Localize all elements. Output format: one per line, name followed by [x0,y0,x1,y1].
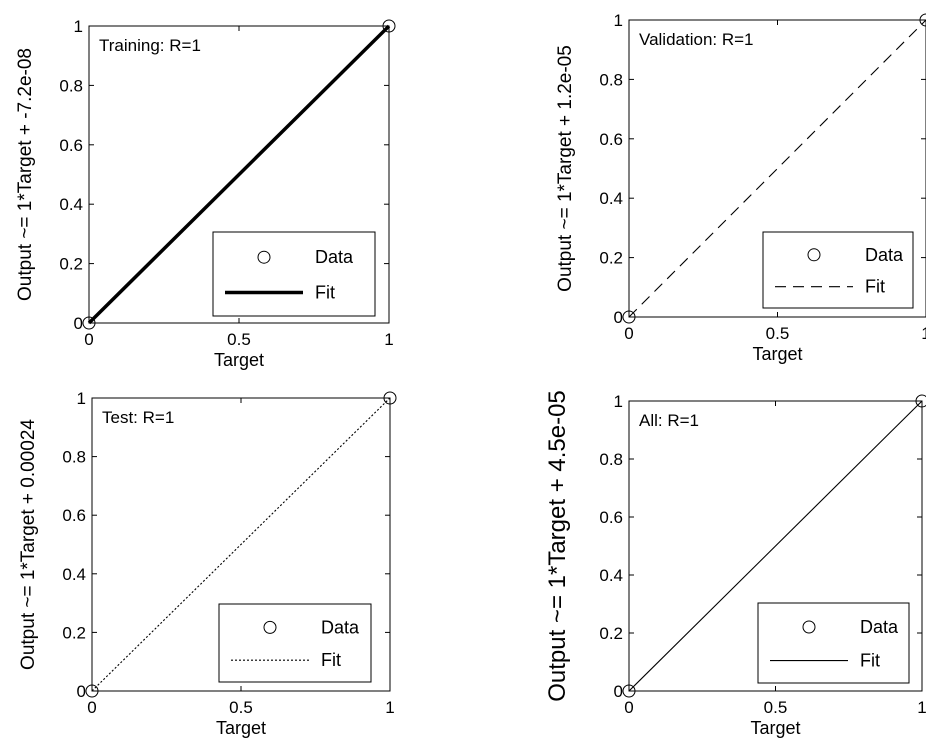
legend: Data Fit [212,231,376,317]
data-point [383,391,397,405]
legend: Data Fit [218,603,372,683]
y-axis-label: Output ~= 1*Target + 0.00024 [18,419,39,670]
legend-data-label: Data [321,617,360,637]
x-axis-label: Target [214,350,264,370]
y-tick-label: 0.8 [599,450,623,469]
panel-annotation: Training: R=1 [99,36,201,55]
x-tick-label: 0.5 [764,698,788,717]
legend-data-label: Data [315,247,354,267]
y-tick-label: 0 [614,308,623,327]
legend-fit-label: Fit [315,282,335,302]
legend-data-marker [257,250,271,264]
y-axis-label: Output ~= 1*Target + 1.2e-05 [555,45,576,292]
panel-test: 0 0.5 1 0 0.2 0.4 0.6 0.8 1 Target Output ~= 1*Tar… [18,389,397,738]
y-tick-label: 0.8 [599,70,623,89]
panel-annotation: All: R=1 [639,411,699,430]
y-tick-label: 1 [74,17,83,36]
panel-annotation: Validation: R=1 [639,30,754,49]
fit-line [87,24,391,325]
fit-line [91,397,391,692]
x-tick-label: 0 [624,324,633,343]
panel-validation: 0 0.5 1 0 0.2 0.4 0.6 0.8 1 Target Output ~= 1*Tar… [555,11,926,364]
x-axis-label: Target [752,344,802,364]
legend: Data Fit [762,231,914,309]
legend-data-marker [263,620,277,634]
legend-fit-label: Fit [860,651,880,671]
y-axis-label: Output ~= 1*Target + -7.2e-08 [15,48,36,301]
x-tick-label: 0.5 [766,324,790,343]
legend-fit-label: Fit [321,650,341,670]
data-point [382,19,396,33]
data-point [82,316,96,330]
legend-data-label: Data [860,617,899,637]
y-tick-label: 1 [614,11,623,30]
legend-data-marker [802,620,816,634]
y-tick-label: 0.4 [59,195,83,214]
y-tick-label: 0 [74,314,83,333]
y-tick-label: 0.2 [599,249,623,268]
y-tick-label: 0.6 [59,136,83,155]
x-axis-label: Target [216,718,266,738]
fit-line [628,19,926,318]
y-tick-label: 1 [614,392,623,411]
data-point [919,13,926,27]
data-point [622,310,636,324]
x-tick-label: 1 [921,324,926,343]
y-tick-label: 0.2 [599,624,623,643]
y-tick-label: 0 [77,682,86,701]
y-tick-label: 0.6 [62,506,86,525]
y-tick-label: 0.2 [62,623,86,642]
x-tick-label: 1 [917,698,926,717]
fit-line [628,400,923,692]
y-tick-label: 1 [77,389,86,408]
x-tick-label: 0 [84,330,93,349]
x-tick-label: 0.5 [227,330,251,349]
data-point [622,684,636,698]
legend-data-marker [807,248,821,262]
x-tick-label: 1 [384,330,393,349]
legend-data-label: Data [865,245,904,265]
panel-training: 0 0.5 1 0 0.2 0.4 0.6 0.8 1 Target Output ~= 1*Tar… [15,17,396,370]
panel-annotation: Test: R=1 [102,408,174,427]
legend-box [212,231,376,317]
x-tick-label: 0 [624,698,633,717]
y-tick-label: 0.8 [59,76,83,95]
legend-box [762,231,914,309]
x-tick-label: 0.5 [229,698,253,717]
x-tick-label: 1 [385,698,394,717]
y-tick-label: 0.8 [62,448,86,467]
data-point [85,684,99,698]
y-tick-label: 0.6 [599,508,623,527]
legend-fit-label: Fit [865,277,885,297]
data-point [915,394,926,408]
legend: Data Fit [757,602,910,684]
x-tick-label: 0 [87,698,96,717]
y-tick-label: 0.4 [599,566,623,585]
y-tick-label: 0 [614,682,623,701]
panel-all: 0 0.5 1 0 0.2 0.4 0.6 0.8 1 Target Output ~= 1*Tar… [544,390,926,738]
legend-box [757,602,910,684]
y-tick-label: 0.4 [62,565,86,584]
x-axis-label: Target [750,718,800,738]
y-tick-label: 0.6 [599,130,623,149]
legend-box [218,603,372,683]
y-axis-label: Output ~= 1*Target + 4.5e-05 [544,390,571,702]
y-tick-label: 0.2 [59,255,83,274]
y-tick-label: 0.4 [599,189,623,208]
